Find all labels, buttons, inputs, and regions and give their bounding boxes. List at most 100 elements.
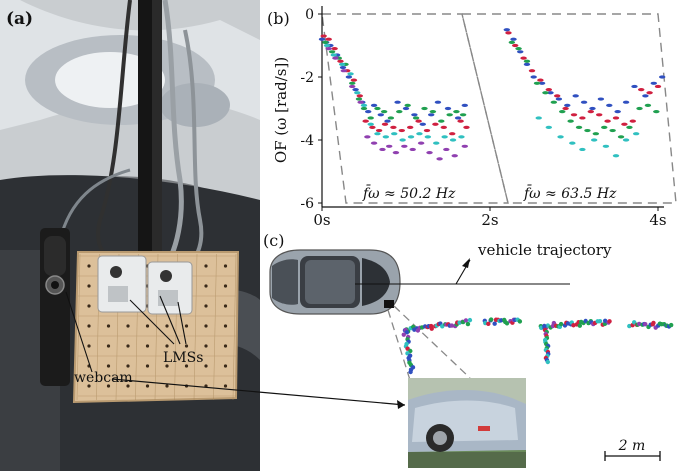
- data-point: [360, 106, 368, 111]
- data-point: [325, 47, 332, 51]
- data-point: [503, 28, 510, 32]
- data-point: [398, 128, 405, 133]
- data-point: [575, 125, 583, 129]
- data-point: [642, 94, 649, 98]
- data-point: [407, 125, 414, 129]
- data-point: [520, 56, 527, 60]
- data-point: [440, 125, 447, 129]
- data-point: [354, 91, 361, 95]
- data-point: [386, 144, 393, 148]
- data-point: [602, 144, 610, 148]
- data-point: [559, 110, 566, 114]
- data-point: [347, 72, 354, 76]
- panel-b-label: (b): [267, 9, 290, 28]
- y-tick-label: -6: [300, 196, 314, 212]
- data-point: [365, 110, 372, 114]
- data-point: [614, 110, 621, 114]
- data-point: [555, 97, 563, 101]
- data-point: [350, 78, 358, 82]
- data-point: [579, 147, 586, 152]
- panel-a-label: (a): [6, 9, 33, 29]
- sampling-windows: [321, 13, 677, 204]
- data-point: [554, 94, 561, 98]
- data-point: [374, 132, 381, 136]
- data-point: [434, 100, 442, 104]
- data-point: [401, 144, 408, 148]
- data-point: [621, 122, 628, 126]
- data-point: [622, 138, 630, 142]
- frequency-label-2: f̄ω ≈ 63.5 Hz: [523, 184, 617, 202]
- data-point: [331, 47, 338, 51]
- data-point: [597, 97, 605, 101]
- data-point: [402, 106, 410, 111]
- y-tick-label: -4: [300, 133, 314, 149]
- data-point: [362, 119, 369, 123]
- data-point: [411, 113, 418, 117]
- data-point: [419, 122, 426, 126]
- data-point: [379, 147, 386, 152]
- data-point: [547, 91, 554, 95]
- data-point: [510, 37, 517, 41]
- data-point: [609, 128, 616, 133]
- data-point: [364, 135, 371, 139]
- data-point: [446, 113, 453, 117]
- panel-b-chart: (b) OF (ω [rad/s]) 0 -2 -4 -60s 2s 4s f̄ω ≈ 5…: [267, 6, 677, 229]
- data-point: [533, 81, 541, 85]
- data-point: [606, 103, 613, 107]
- data-point: [352, 88, 359, 92]
- data-point: [449, 132, 456, 136]
- data-point: [320, 34, 327, 38]
- data-point: [612, 116, 620, 120]
- data-point: [391, 132, 398, 136]
- data-point: [589, 106, 596, 111]
- panel-a-photo: (a) LMSs webcam: [0, 0, 260, 471]
- data-point: [636, 106, 643, 111]
- data-point: [572, 94, 579, 98]
- data-point: [380, 110, 388, 114]
- data-point: [517, 50, 524, 54]
- y-axis-label: OF (ω [rad/s]): [272, 57, 290, 163]
- data-point: [457, 119, 464, 123]
- data-point: [382, 135, 390, 139]
- data-point: [443, 147, 450, 152]
- data-point: [367, 122, 374, 126]
- data-point: [567, 119, 574, 123]
- data-point: [650, 81, 657, 85]
- data-point: [438, 119, 445, 123]
- frequency-label-1: f̄ω ≈ 50.2 Hz: [362, 184, 456, 202]
- panel-c: (c) vehicle trajectory: [263, 231, 674, 468]
- data-point: [592, 132, 600, 136]
- data-point: [339, 65, 347, 70]
- data-point: [345, 75, 353, 79]
- data-point: [654, 84, 662, 89]
- data-point: [632, 132, 640, 136]
- data-point: [415, 119, 422, 123]
- data-point: [528, 69, 536, 73]
- data-point: [392, 151, 400, 155]
- data-point: [579, 116, 586, 120]
- data-point: [370, 103, 378, 107]
- data-point: [369, 125, 376, 129]
- data-point: [451, 154, 458, 158]
- data-point: [453, 110, 460, 114]
- data-point: [444, 106, 452, 111]
- data-point: [458, 135, 465, 139]
- inset-photo: [408, 378, 526, 468]
- scale-bar: 2 m: [604, 438, 661, 461]
- data-point: [459, 113, 467, 117]
- data-point: [367, 116, 374, 120]
- data-point: [545, 88, 552, 92]
- data-point: [349, 84, 356, 89]
- data-point: [404, 103, 411, 107]
- data-point: [412, 116, 420, 120]
- data-point: [429, 110, 437, 114]
- data-point: [407, 135, 415, 139]
- data-point: [545, 125, 552, 129]
- data-point: [512, 43, 519, 48]
- data-point: [394, 100, 401, 104]
- data-point: [454, 116, 462, 120]
- data-point: [338, 62, 346, 66]
- panel-a-leaders: [65, 291, 187, 373]
- data-point: [523, 62, 531, 66]
- data-point: [590, 138, 598, 142]
